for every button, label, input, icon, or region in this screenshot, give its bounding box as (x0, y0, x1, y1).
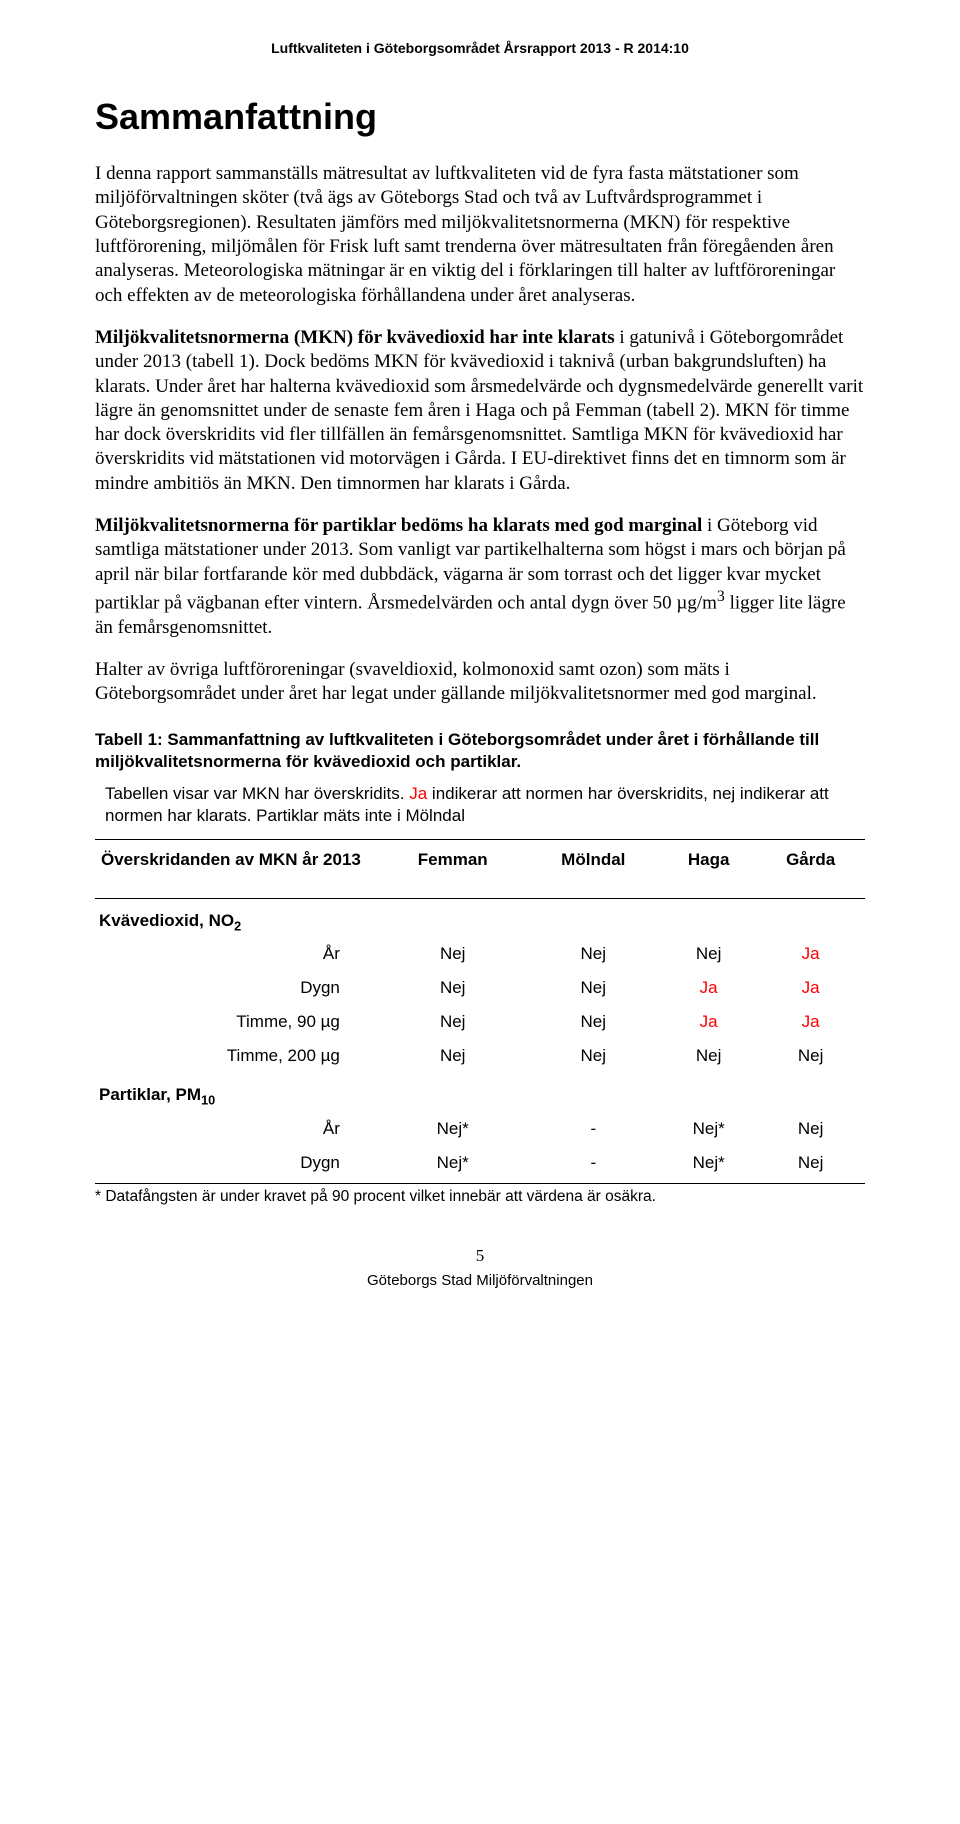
cell: Nej (380, 937, 526, 971)
p2-bold: Miljökvalitetsnormerna (MKN) för kvävedi… (95, 327, 615, 348)
document-header: Luftkvaliteten i Göteborgsområdet Årsrap… (95, 40, 865, 56)
cell: Nej (380, 1039, 526, 1073)
cell: Nej (756, 1146, 865, 1184)
cell-label: År (95, 937, 380, 971)
cell: - (526, 1112, 662, 1146)
table-title: Tabell 1: Sammanfattning av luftkvalitet… (95, 729, 865, 773)
row-timme200: Timme, 200 µg Nej Nej Nej Nej (95, 1039, 865, 1073)
p2-rest: i gatunivå i Göteborgområdet under 2013 … (95, 327, 863, 494)
cell-label: Timme, 200 µg (95, 1039, 380, 1073)
table-footnote: * Datafångsten är under kravet på 90 pro… (95, 1188, 865, 1206)
cell-red: Ja (756, 1005, 865, 1039)
section-pm10: Partiklar, PM10 (95, 1073, 865, 1111)
page-footer: Göteborgs Stad Miljöförvaltningen (95, 1272, 865, 1289)
cell-label: År (95, 1112, 380, 1146)
cell-label: Dygn (95, 1146, 380, 1184)
cell: Nej (661, 937, 756, 971)
cell: Nej* (661, 1112, 756, 1146)
row-pm-dygn: Dygn Nej* - Nej* Nej (95, 1146, 865, 1184)
paragraph-2: Miljökvalitetsnormerna (MKN) för kvävedi… (95, 326, 865, 496)
cell-label: Timme, 90 µg (95, 1005, 380, 1039)
section-no2: Kvävedioxid, NO2 (95, 898, 865, 937)
row-timme90: Timme, 90 µg Nej Nej Ja Ja (95, 1005, 865, 1039)
cell: Nej (661, 1039, 756, 1073)
cell: Nej (380, 1005, 526, 1039)
section-no2-label: Kvävedioxid, NO2 (95, 898, 865, 937)
cell: Nej (526, 1005, 662, 1039)
th-label: Överskridanden av MKN år 2013 (95, 839, 380, 898)
th-garda: Gårda (756, 839, 865, 898)
cell-red: Ja (756, 971, 865, 1005)
p3-bold: Miljökvalitetsnormerna för partiklar bed… (95, 515, 702, 536)
th-haga: Haga (661, 839, 756, 898)
cell: Nej (526, 937, 662, 971)
row-ar: År Nej Nej Nej Ja (95, 937, 865, 971)
page-title: Sammanfattning (95, 96, 865, 138)
paragraph-3: Miljökvalitetsnormerna för partiklar bed… (95, 514, 865, 640)
paragraph-1: I denna rapport sammanställs mätresultat… (95, 162, 865, 308)
mkn-table: Överskridanden av MKN år 2013 Femman Möl… (95, 839, 865, 1184)
cell: Nej* (380, 1112, 526, 1146)
section-pm10-label: Partiklar, PM10 (95, 1073, 865, 1111)
paragraph-4: Halter av övriga luftföroreningar (svave… (95, 658, 865, 707)
cell: Nej (756, 1112, 865, 1146)
cell: Nej (380, 971, 526, 1005)
cell: - (526, 1146, 662, 1184)
pm10-text: Partiklar, PM (99, 1085, 201, 1104)
cell: Nej* (661, 1146, 756, 1184)
caption-red: Ja (409, 784, 427, 803)
th-femman: Femman (380, 839, 526, 898)
superscript-3: 3 (717, 588, 725, 605)
cell: Nej (526, 971, 662, 1005)
th-molndal: Mölndal (526, 839, 662, 898)
row-dygn: Dygn Nej Nej Ja Ja (95, 971, 865, 1005)
cell-label: Dygn (95, 971, 380, 1005)
pm10-sub: 10 (201, 1093, 215, 1108)
table-header-row: Överskridanden av MKN år 2013 Femman Möl… (95, 839, 865, 898)
caption-a: Tabellen visar var MKN har överskridits. (105, 784, 409, 803)
no2-sub: 2 (234, 918, 241, 933)
no2-text: Kvävedioxid, NO (99, 911, 234, 930)
cell: Nej (756, 1039, 865, 1073)
table-caption: Tabellen visar var MKN har överskridits.… (105, 783, 855, 827)
cell-red: Ja (756, 937, 865, 971)
cell-red: Ja (661, 971, 756, 1005)
cell: Nej (526, 1039, 662, 1073)
cell: Nej* (380, 1146, 526, 1184)
cell-red: Ja (661, 1005, 756, 1039)
page-number: 5 (95, 1246, 865, 1266)
row-pm-ar: År Nej* - Nej* Nej (95, 1112, 865, 1146)
